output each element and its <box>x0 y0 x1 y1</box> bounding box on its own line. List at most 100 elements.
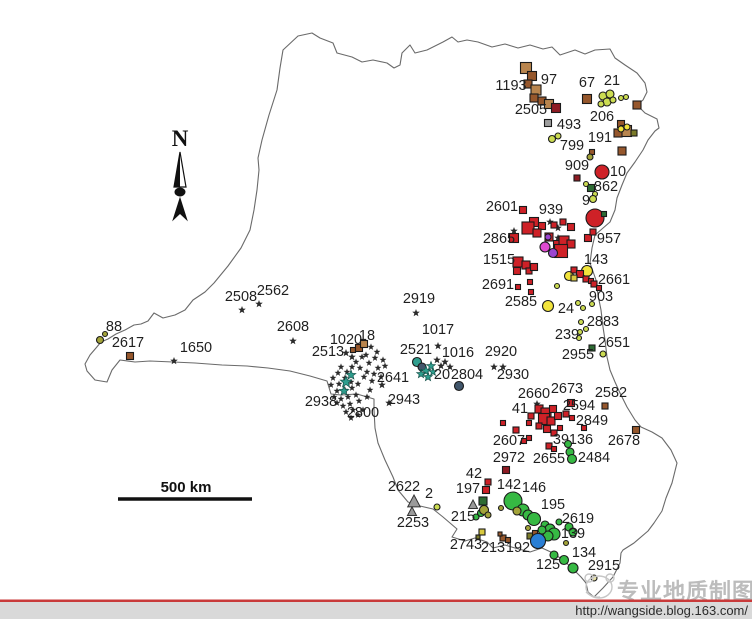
map-symbol-square <box>519 61 533 75</box>
map-point-label: 2883 <box>587 314 619 330</box>
map-symbol-star <box>554 234 562 242</box>
map-point-label: 2955 <box>562 347 594 363</box>
panda-head-icon <box>585 575 613 599</box>
map-symbol-circle <box>605 89 615 99</box>
footer-band <box>0 602 752 619</box>
map-point-label: 88 <box>106 319 122 335</box>
map-symbol-square <box>566 239 576 249</box>
scatter-star-icon <box>368 377 376 384</box>
map-symbol-star <box>289 337 297 345</box>
map-symbol-square <box>537 221 547 231</box>
scatter-star-icon <box>381 362 389 369</box>
north-arrow: N <box>172 126 189 222</box>
map-point-label: 957 <box>597 231 621 247</box>
map-symbol-circle <box>484 511 492 519</box>
map-point-label: 2919 <box>403 291 435 307</box>
map-symbol-teal-star <box>415 368 427 379</box>
map-symbol-square <box>518 205 528 215</box>
map-symbol-teal-star <box>422 371 434 382</box>
footer-red-line <box>0 599 752 602</box>
map-point-label: 2849 <box>576 413 608 429</box>
map-symbol-square <box>583 233 593 243</box>
scatter-star-icon <box>337 363 345 370</box>
map-point-label: 2673 <box>551 381 583 397</box>
map-symbol-circle <box>541 299 555 313</box>
map-point-label: 1020 <box>330 332 362 348</box>
scatter-star-icon <box>342 408 350 415</box>
scatter-star-icon <box>330 393 338 400</box>
map-symbol-square <box>562 410 570 418</box>
map-symbol-star <box>441 358 449 366</box>
map-symbol-square <box>543 118 553 128</box>
scatter-star-icon <box>358 353 366 360</box>
scatter-star-icon <box>339 402 347 409</box>
map-symbol-circle <box>547 247 559 259</box>
scatter-star-icon <box>370 370 378 377</box>
map-symbol-circle <box>526 511 542 527</box>
map-symbol-circle <box>512 506 522 516</box>
map-symbol-square <box>525 419 533 427</box>
map-point-label: 2661 <box>598 272 630 288</box>
map-symbol-circle <box>577 318 585 326</box>
map-point-label: 1650 <box>180 340 212 356</box>
north-arrow-upper-fill <box>174 152 180 187</box>
map-point-label: 2938 <box>305 394 337 410</box>
map-symbol-star <box>434 342 442 350</box>
scatter-star-icon <box>373 348 381 355</box>
map-symbol-circle <box>537 525 547 535</box>
scatter-star-icon <box>371 354 379 361</box>
map-symbol-square <box>553 411 563 421</box>
map-symbol-circle <box>586 153 594 161</box>
map-point-label: 9 <box>582 193 590 209</box>
scatter-star-icon <box>333 387 341 394</box>
footer-url[interactable]: http://wangside.blog.163.com/ <box>575 603 748 618</box>
scatter-star-icon <box>327 381 335 388</box>
map-symbol-star <box>238 306 246 314</box>
map-point-label: 197 <box>456 481 480 497</box>
map-symbol-triangle <box>406 493 422 508</box>
scatter-star-icon <box>377 373 385 380</box>
map-symbol-star <box>533 400 541 408</box>
map-point-label: 2585 <box>505 294 537 310</box>
scatter-star-icon <box>354 380 362 387</box>
panda-ear-right-icon <box>605 573 615 583</box>
map-point-label: 2920 <box>485 344 517 360</box>
map-symbol-square <box>535 422 543 430</box>
map-symbol-circle <box>617 125 625 133</box>
map-symbol-square <box>580 424 588 432</box>
map-point-label: 2655 <box>533 451 565 467</box>
map-symbol-square <box>349 346 357 354</box>
map-symbol-star <box>446 363 454 371</box>
scatter-star-icon <box>363 368 371 375</box>
map-point-label: 239 <box>555 327 579 343</box>
panda-arm-icon <box>585 591 601 598</box>
scatter-star-icon <box>347 378 355 385</box>
map-point-label: 41 <box>512 401 528 417</box>
map-point-label: 42 <box>466 466 482 482</box>
map-symbol-circle <box>567 562 579 574</box>
map-symbol-teal-star <box>420 364 432 376</box>
map-symbol-star <box>437 362 445 370</box>
map-point-label: 2641 <box>377 370 409 386</box>
map-point-label: 206 <box>590 109 614 125</box>
map-point-label: 195 <box>541 497 565 513</box>
map-symbol-star <box>499 363 507 371</box>
map-point-label: 903 <box>589 289 613 305</box>
map-symbol-circle <box>574 299 582 307</box>
map-symbol-square <box>617 146 627 156</box>
north-arrow-lower <box>172 196 188 222</box>
map-symbol-teal-star <box>339 375 353 388</box>
scatter-star-icon <box>337 395 345 402</box>
map-symbol-square <box>125 351 135 361</box>
map-symbol-circle <box>575 334 583 342</box>
map-symbol-square <box>475 534 481 540</box>
map-symbol-square <box>570 274 578 282</box>
map-symbol-square <box>527 412 535 420</box>
map-symbol-circle <box>597 100 605 108</box>
map-point-label: 1016 <box>442 345 474 361</box>
map-point-label: 24 <box>558 301 574 317</box>
map-point-label: 2505 <box>515 102 547 118</box>
map-point-label: 2943 <box>388 392 420 408</box>
map-symbol-square <box>588 344 596 352</box>
scatter-star-icon <box>355 397 363 404</box>
